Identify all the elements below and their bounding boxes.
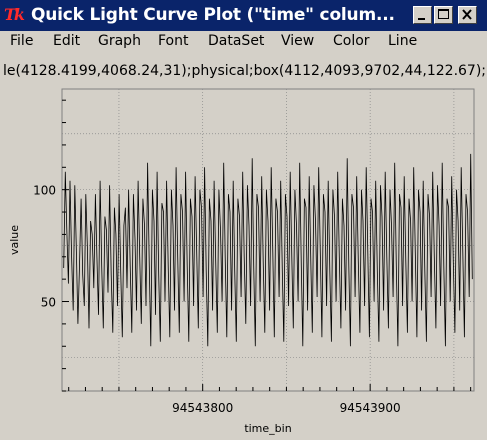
maximize-icon[interactable] bbox=[434, 6, 453, 24]
x-axis-label: time_bin bbox=[244, 422, 291, 435]
window-titlebar[interactable]: Tk Quick Light Curve Plot ("time" colum.… bbox=[0, 0, 487, 31]
menu-font[interactable]: Font bbox=[158, 33, 189, 49]
menu-dataset[interactable]: DataSet bbox=[208, 33, 265, 49]
menu-graph[interactable]: Graph bbox=[98, 33, 141, 49]
tk-feather-icon: Tk bbox=[4, 5, 25, 24]
window-title: Quick Light Curve Plot ("time" colum... bbox=[31, 5, 395, 25]
minimize-icon[interactable] bbox=[413, 6, 432, 24]
x-tick-label: 94543800 bbox=[172, 401, 233, 415]
menu-file[interactable]: File bbox=[10, 33, 34, 49]
light-curve-series bbox=[63, 153, 473, 347]
menu-edit[interactable]: Edit bbox=[53, 33, 81, 49]
menu-color[interactable]: Color bbox=[333, 33, 370, 49]
light-curve-plot[interactable]: 50 100 94543800 94543900 time_bin value bbox=[0, 84, 487, 440]
menu-line[interactable]: Line bbox=[388, 33, 418, 49]
x-tick-label: 94543900 bbox=[340, 401, 401, 415]
command-line[interactable]: le(4128.4199,4068.24,31);physical;box(41… bbox=[3, 63, 487, 79]
y-tick-label: 50 bbox=[41, 296, 56, 310]
menu-bar: File Edit Graph Font DataSet View Color … bbox=[0, 31, 487, 53]
y-axis-label: value bbox=[8, 225, 21, 255]
menu-view[interactable]: View bbox=[281, 33, 315, 49]
y-tick-label: 100 bbox=[33, 184, 56, 198]
close-icon[interactable] bbox=[458, 6, 477, 24]
